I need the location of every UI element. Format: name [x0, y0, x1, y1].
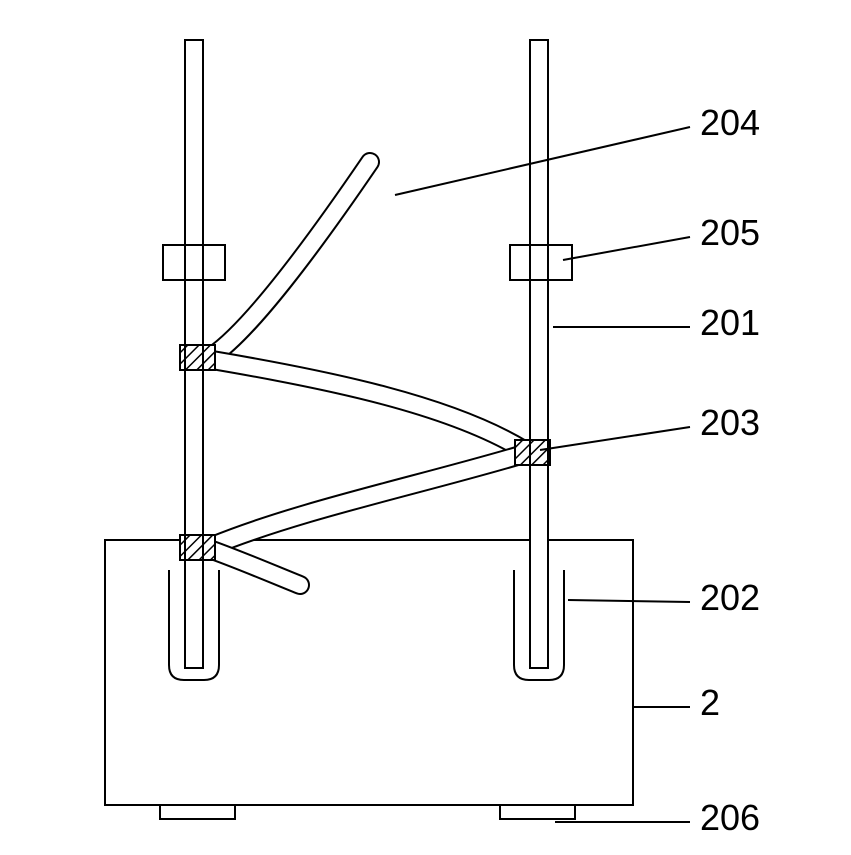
foot-1: [500, 805, 575, 819]
leader-203: [540, 427, 690, 450]
label-204: 204: [700, 102, 760, 143]
label-205: 205: [700, 212, 760, 253]
technical-diagram: 204 205 201 203 202 2 206: [0, 0, 851, 855]
label-203: 203: [700, 402, 760, 443]
label-2: 2: [700, 682, 720, 723]
label-202: 202: [700, 577, 760, 618]
spiral-top-arm: [212, 162, 370, 356]
hatched-clip-1: [515, 440, 550, 465]
foot-0: [160, 805, 235, 819]
spiral-seg-2: [212, 454, 524, 546]
label-206: 206: [700, 797, 760, 838]
label-201: 201: [700, 302, 760, 343]
leader-205: [563, 237, 690, 260]
